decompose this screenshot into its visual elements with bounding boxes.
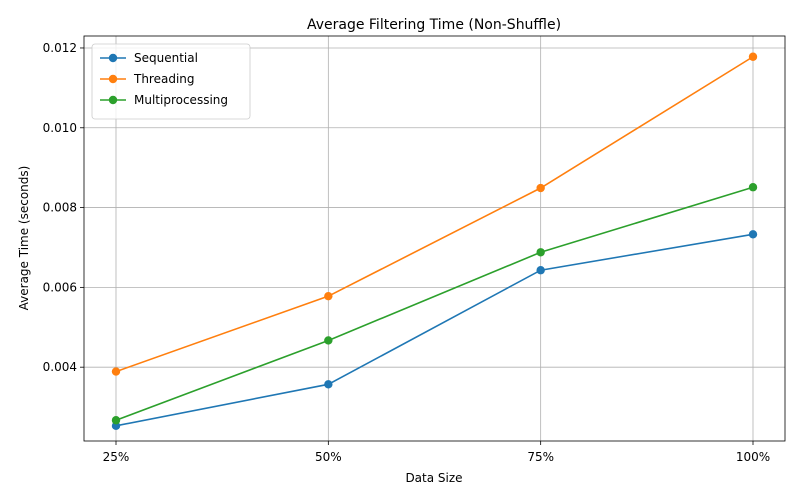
data-point bbox=[324, 336, 333, 345]
legend-marker bbox=[108, 53, 118, 63]
legend-item: Multiprocessing bbox=[100, 93, 228, 107]
x-axis-ticks: 25% 50% 75% 100% bbox=[103, 441, 770, 464]
chart-title: Average Filtering Time (Non-Shuffle) bbox=[307, 17, 561, 33]
legend-label: Sequential bbox=[134, 51, 198, 65]
y-tick-label: 0.012 bbox=[43, 41, 77, 55]
y-tick-label: 0.008 bbox=[43, 201, 77, 215]
x-axis-label: Data Size bbox=[405, 471, 462, 485]
series-threading bbox=[111, 52, 758, 376]
legend-marker bbox=[108, 74, 118, 84]
series-layer bbox=[111, 52, 758, 431]
data-point bbox=[748, 230, 758, 239]
data-point bbox=[748, 52, 758, 61]
legend-item: Sequential bbox=[100, 51, 198, 65]
data-point bbox=[536, 248, 545, 257]
y-tick-label: 0.004 bbox=[43, 360, 77, 374]
data-point bbox=[324, 291, 333, 301]
legend: Sequential Threading Multiprocessing bbox=[91, 43, 251, 120]
data-point bbox=[111, 416, 121, 425]
x-tick-label: 25% bbox=[103, 450, 130, 464]
data-point bbox=[536, 183, 545, 193]
y-tick-label: 0.006 bbox=[43, 280, 77, 294]
series-line bbox=[115, 186, 754, 422]
legend-box bbox=[91, 43, 251, 120]
legend-label: Multiprocessing bbox=[134, 93, 228, 107]
data-point bbox=[324, 380, 333, 389]
series-multiprocessing bbox=[111, 183, 758, 425]
legend-marker bbox=[108, 95, 118, 105]
data-point bbox=[748, 183, 758, 192]
series-line bbox=[115, 56, 754, 373]
legend-item: Threading bbox=[100, 72, 195, 86]
x-tick-label: 50% bbox=[315, 450, 342, 464]
data-point bbox=[111, 367, 121, 376]
series-line bbox=[115, 233, 754, 427]
x-tick-label: 75% bbox=[527, 450, 554, 464]
y-tick-label: 0.010 bbox=[43, 121, 77, 135]
legend-label: Threading bbox=[133, 72, 195, 86]
plot-area-frame bbox=[83, 35, 786, 442]
data-point bbox=[536, 266, 545, 275]
x-tick-label: 100% bbox=[736, 450, 770, 464]
y-axis-label: Average Time (seconds) bbox=[17, 166, 31, 311]
y-axis-ticks: 0.004 0.006 0.008 0.010 0.012 bbox=[43, 41, 84, 374]
